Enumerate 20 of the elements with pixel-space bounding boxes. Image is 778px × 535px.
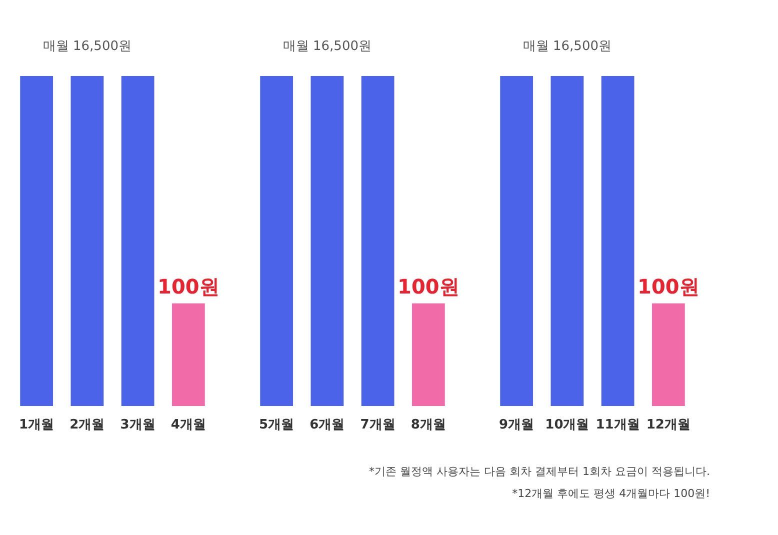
x-tick-label: 3개월 xyxy=(120,418,156,432)
data-label: 100원 xyxy=(638,274,700,298)
text: *기존 월정액 사용자는 다음 회차 결제부터 1회차 요금이 적용됩니다. xyxy=(369,465,710,478)
x-tick-label: 8개월 xyxy=(410,418,446,432)
data-label: 매월 16,500원 xyxy=(522,39,612,54)
data-label: 100원 xyxy=(398,274,460,298)
x-tick-label: 9개월 xyxy=(499,418,534,432)
x-tick-label: 4개월 xyxy=(170,418,206,432)
x-tick-label: 12개월 xyxy=(646,418,690,432)
x-tick-label: 11개월 xyxy=(596,418,640,432)
data-label: 100원 xyxy=(158,274,220,298)
x-tick-label: 6개월 xyxy=(310,418,345,432)
x-tick-label: 1개월 xyxy=(19,418,54,432)
x-tick-label: 2개월 xyxy=(70,418,105,432)
data-label: 매월 16,500원 xyxy=(42,39,132,54)
x-tick-label: 7개월 xyxy=(360,418,396,432)
x-tick-label: 10개월 xyxy=(545,418,590,432)
x-tick-label: 5개월 xyxy=(259,418,294,432)
text: *12개월 후에도 평생 4개월마다 100원! xyxy=(512,487,710,500)
data-label: 매월 16,500원 xyxy=(282,39,372,54)
